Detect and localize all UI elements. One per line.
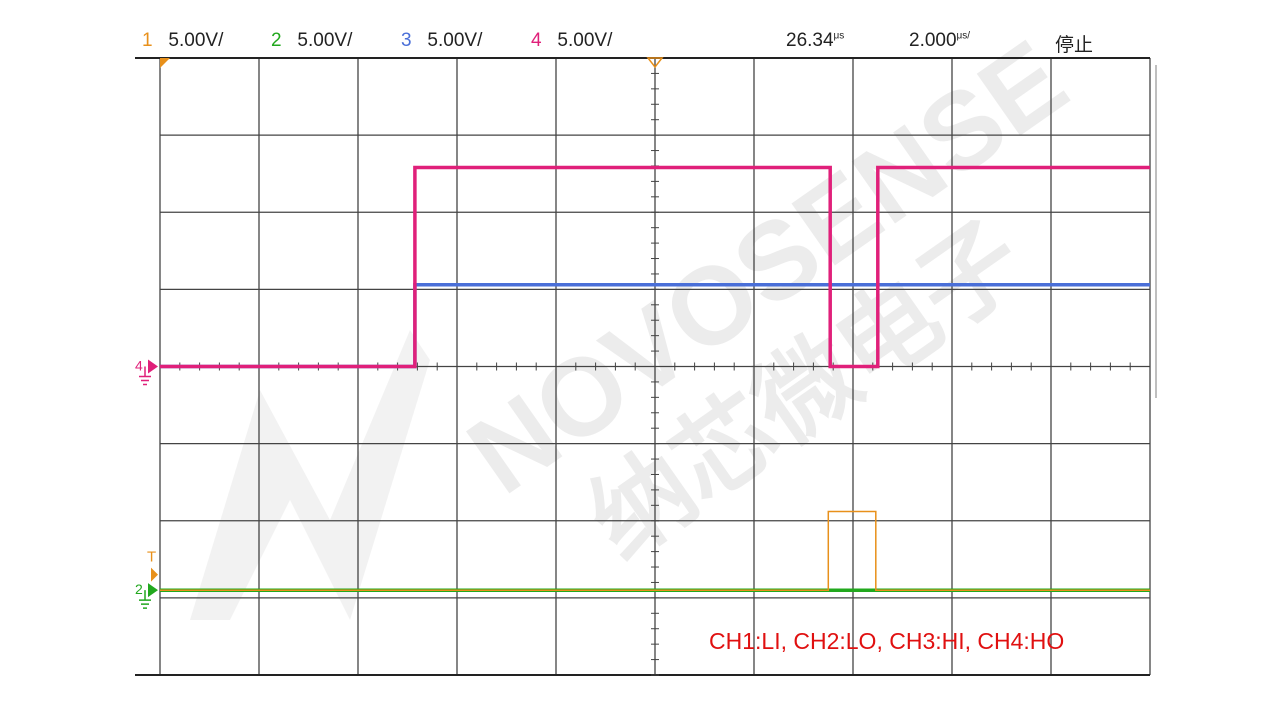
ch2-ground-arrow <box>148 583 158 598</box>
ch1-scale: 5.00V/ <box>168 30 224 51</box>
ch3-number: 3 <box>401 30 412 51</box>
run-state: 停止 <box>1055 35 1094 56</box>
time-position: 26.34μs <box>786 30 844 52</box>
time-position-unit: μs <box>833 30 845 42</box>
ch4-ground-arrow <box>148 359 158 374</box>
channel-annotation: CH1:LI, CH2:LO, CH3:HI, CH4:HO <box>709 628 1065 654</box>
time-scale-unit: μs/ <box>956 30 971 42</box>
ch2-number: 2 <box>271 30 282 51</box>
ch3-label: 3 5.00V/ <box>401 30 482 52</box>
ch1-position-marker <box>160 58 170 68</box>
trace-ch1 <box>160 510 1150 591</box>
trigger-level-label: T <box>147 549 156 566</box>
ch4-scale: 5.00V/ <box>557 30 613 51</box>
ch4-number: 4 <box>531 30 542 51</box>
ch1-number: 1 <box>142 30 153 51</box>
grid <box>135 57 1157 676</box>
watermark-mark <box>190 330 430 620</box>
ch2-ground-icon <box>139 590 151 609</box>
trigger-time-marker <box>646 57 664 69</box>
ch1-label: 1 5.00V/ <box>142 30 223 52</box>
ch2-label: 2 5.00V/ <box>271 30 352 52</box>
ch4-ground-icon <box>139 366 151 386</box>
ch3-scale: 5.00V/ <box>427 30 483 51</box>
channel-markers: 4 2T <box>135 57 664 609</box>
ch2-scale: 5.00V/ <box>297 30 353 51</box>
time-scale-value: 2.000 <box>909 30 957 51</box>
traces <box>160 165 1150 592</box>
time-scale: 2.000μs/ <box>909 30 970 52</box>
ch2-number: 2 <box>135 581 143 597</box>
trace-ch4 <box>160 165 1150 369</box>
ch4-number: 4 <box>135 358 143 374</box>
ch4-label: 4 5.00V/ <box>531 30 612 52</box>
time-position-value: 26.34 <box>786 30 834 51</box>
watermark-logo: NOVOSENSE 纳芯微电子 <box>447 17 1088 581</box>
trigger-level-marker[interactable] <box>151 567 158 582</box>
